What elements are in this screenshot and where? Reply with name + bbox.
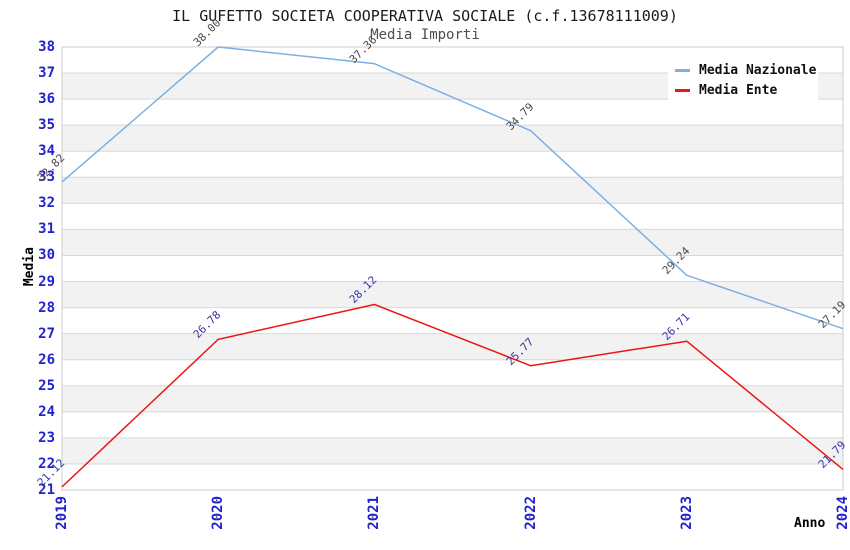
legend-marker-media-ente-icon	[675, 88, 690, 92]
x-axis-title: Anno	[794, 516, 826, 531]
y-tick-label: 25	[38, 377, 55, 394]
x-tick-label: 2019	[54, 496, 70, 530]
y-tick-label: 37	[38, 65, 55, 82]
chart-title: IL GUFETTO SOCIETA COOPERATIVA SOCIALE (…	[172, 7, 678, 25]
x-tick-label: 2021	[366, 496, 383, 530]
plot-band	[62, 385, 843, 412]
plot-band	[62, 281, 843, 308]
legend-item-media-nazionale: Media Nazionale	[670, 60, 816, 80]
x-tick-label: 2020	[210, 496, 227, 530]
y-tick-label: 30	[38, 247, 55, 264]
y-tick-label: 34	[38, 143, 55, 160]
y-tick-label: 27	[38, 325, 55, 342]
y-tick-label: 23	[38, 429, 55, 446]
y-tick-label: 35	[38, 117, 55, 134]
legend-marker-media-nazionale-icon	[675, 68, 690, 72]
y-tick-label: 32	[38, 195, 55, 212]
legend-label-media-nazionale: Media Nazionale	[699, 62, 817, 78]
y-tick-label: 33	[38, 169, 55, 186]
y-tick-label: 22	[38, 455, 55, 472]
y-tick-label: 36	[38, 91, 55, 108]
chart-subtitle: Media Importi	[370, 27, 480, 43]
y-tick-label: 21	[38, 482, 55, 498]
legend: Media Nazionale Media Ente	[668, 56, 818, 104]
plot-band	[62, 177, 843, 204]
y-tick-label: 24	[38, 403, 55, 420]
plot-band	[62, 229, 843, 256]
x-tick-label: 2023	[678, 496, 695, 530]
y-tick-label: 29	[38, 273, 55, 290]
x-tick-label: 2024	[835, 496, 850, 530]
plot-band	[62, 125, 843, 152]
plot-band	[62, 333, 843, 360]
series-line-media-nazionale	[61, 46, 844, 330]
y-tick-label: 31	[38, 221, 55, 238]
y-tick-label: 26	[38, 351, 55, 368]
y-tick-label: 38	[38, 39, 55, 55]
legend-label-media-ente: Media Ente	[699, 82, 778, 98]
legend-item-media-ente: Media Ente	[670, 80, 816, 100]
plot-band	[62, 437, 843, 464]
plot-border	[61, 46, 844, 491]
y-tick-label: 28	[38, 299, 55, 316]
x-tick-label: 2022	[522, 496, 539, 530]
series-line-media-ente	[61, 303, 844, 488]
